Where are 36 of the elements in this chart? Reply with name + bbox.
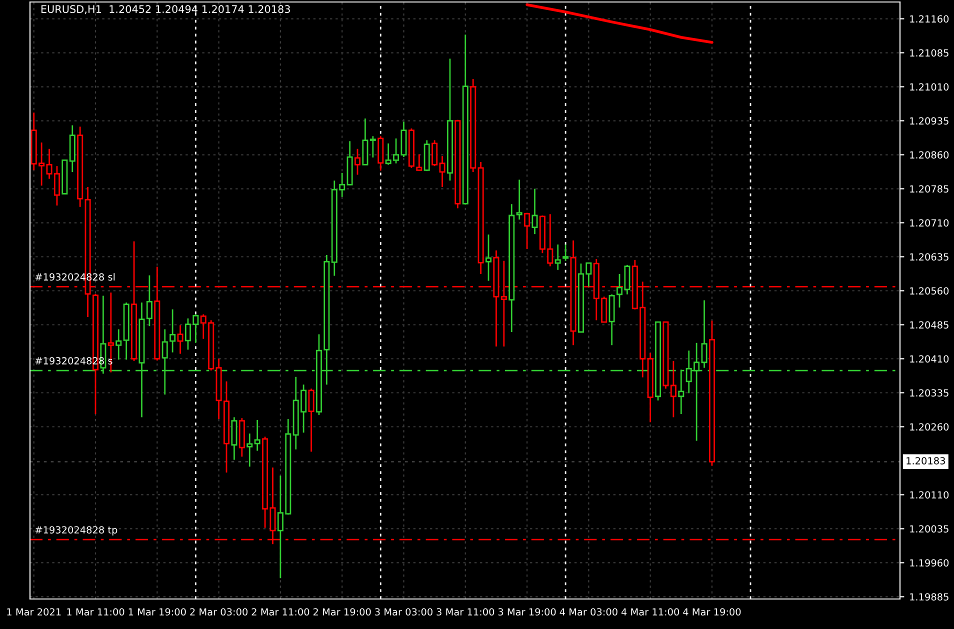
x-tick-label: 4 Mar 11:00	[621, 608, 680, 616]
y-tick-label: 1.20635	[910, 253, 948, 261]
ref-line-label: #1932024828 tp	[35, 526, 118, 536]
x-tick-label: 2 Mar 11:00	[252, 608, 310, 616]
y-tick-label: 1.19960	[910, 559, 949, 567]
candlestick	[554, 244, 561, 271]
candlestick	[416, 154, 422, 172]
y-tick-label: 1.20710	[910, 219, 949, 227]
x-tick-label: 1 Mar 2021	[7, 608, 61, 616]
y-tick-label: 1.19885	[910, 593, 948, 601]
y-tick-label: 1.20110	[910, 491, 949, 499]
x-tick-label: 2 Mar 19:00	[313, 608, 371, 616]
annotation: 1.20183	[906, 457, 945, 464]
y-tick-label: 1.21160	[910, 15, 949, 23]
y-tick-label: 1.20860	[910, 151, 949, 159]
y-tick-label: 1.21010	[910, 83, 949, 91]
x-tick-label: 2 Mar 03:00	[190, 608, 248, 616]
y-tick-label: 1.21085	[910, 49, 948, 57]
y-tick-label: 1.20410	[910, 355, 949, 363]
line-series	[526, 3, 714, 44]
x-tick-label: 1 Mar 19:00	[128, 608, 186, 616]
x-tick-label: 4 Mar 19:00	[683, 608, 741, 616]
y-tick-label: 1.20560	[910, 287, 949, 295]
x-tick-label: 4 Mar 03:00	[560, 608, 618, 616]
y-tick-label: 1.20785	[910, 185, 948, 193]
y-tick-label: 1.20035	[910, 525, 948, 533]
y-tick-label: 1.20260	[910, 423, 949, 431]
y-tick-label: 1.20485	[910, 321, 948, 329]
candlestick	[562, 244, 569, 262]
x-tick-label: 1 Mar 11:00	[67, 608, 124, 616]
x-tick-label: 3 Mar 03:00	[375, 608, 432, 616]
y-tick-label: 1.20935	[910, 117, 948, 125]
chart-title: EURUSD,H1 1.20452 1.20494 1.20174 1.20183	[41, 5, 290, 14]
y-tick-label: 1.20335	[910, 389, 948, 397]
x-tick-label: 3 Mar 11:00	[436, 608, 494, 616]
x-tick-label: 3 Mar 19:00	[498, 608, 556, 616]
